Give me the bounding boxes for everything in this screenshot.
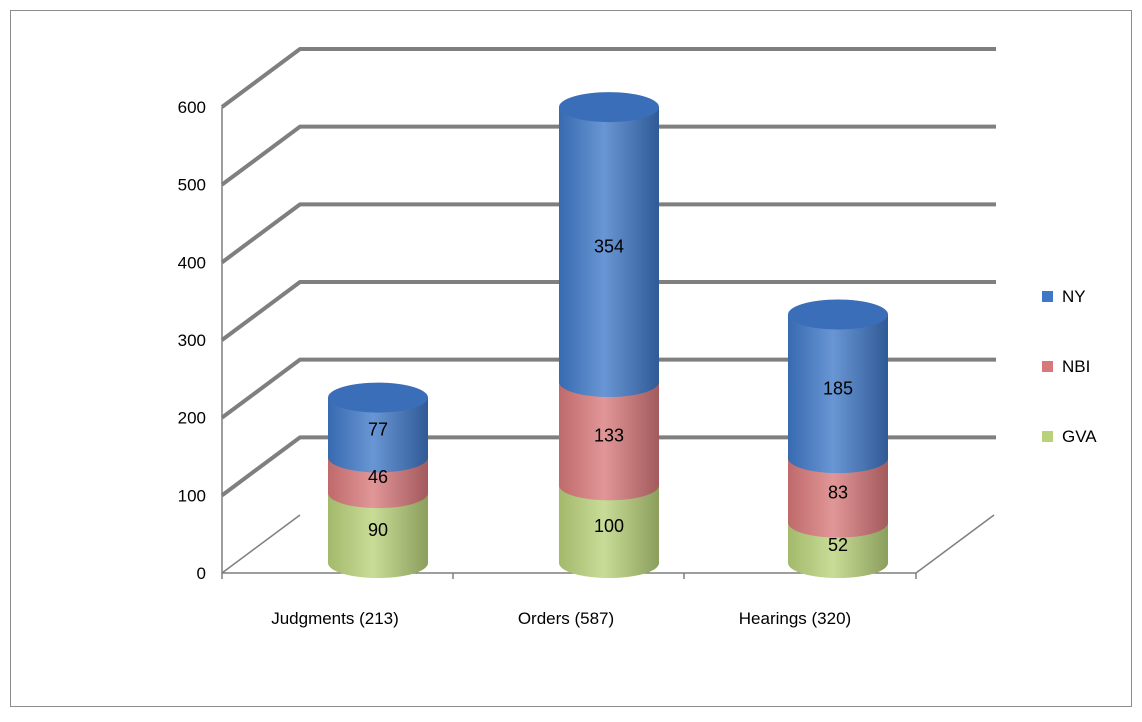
gridline-300 bbox=[220, 280, 996, 342]
gridline-600 bbox=[220, 47, 996, 109]
legend-swatch bbox=[1042, 361, 1053, 372]
y-tick-label: 400 bbox=[178, 253, 206, 272]
legend-item-ny: NY bbox=[1042, 287, 1086, 306]
bar-segment-gva bbox=[559, 485, 659, 578]
y-tick-label: 0 bbox=[197, 564, 206, 583]
bar-segment-nbi bbox=[788, 458, 888, 538]
data-label: 100 bbox=[594, 516, 624, 536]
bar-segment-gva bbox=[788, 522, 888, 578]
data-label: 354 bbox=[594, 237, 624, 257]
gridline-100 bbox=[220, 435, 996, 497]
data-label: 90 bbox=[368, 520, 388, 540]
legend-label: NBI bbox=[1062, 357, 1090, 376]
data-label: 185 bbox=[823, 378, 853, 398]
bar-segment-gva bbox=[328, 493, 428, 578]
legend-swatch bbox=[1042, 291, 1053, 302]
gridline-500 bbox=[220, 124, 996, 187]
x-category-label: Hearings (320) bbox=[739, 609, 851, 628]
cylinder-top-cap bbox=[328, 382, 428, 413]
cylinder-2 bbox=[788, 299, 888, 578]
cylinder-top-cap bbox=[559, 92, 659, 123]
data-label: 52 bbox=[828, 535, 848, 555]
data-label: 77 bbox=[368, 419, 388, 439]
gridline-400 bbox=[220, 202, 996, 264]
y-tick-label: 600 bbox=[178, 98, 206, 117]
legend-swatch bbox=[1042, 431, 1053, 442]
gridline-200 bbox=[220, 357, 996, 420]
legend-label: GVA bbox=[1062, 427, 1097, 446]
bar-segment-ny bbox=[788, 314, 888, 474]
x-category-label: Judgments (213) bbox=[271, 609, 399, 628]
data-label: 46 bbox=[368, 467, 388, 487]
y-tick-label: 300 bbox=[178, 331, 206, 350]
cylinder-top-cap bbox=[788, 299, 888, 330]
data-label: 83 bbox=[828, 482, 848, 502]
bar-segment-ny bbox=[328, 397, 428, 473]
gridline-0 bbox=[221, 514, 301, 574]
bar-segment-nbi bbox=[558, 382, 659, 501]
y-tick-label: 100 bbox=[178, 486, 206, 505]
bar-segment-ny bbox=[558, 107, 659, 398]
legend-item-gva: GVA bbox=[1042, 427, 1097, 446]
legend-item-nbi: NBI bbox=[1042, 357, 1090, 376]
legend-label: NY bbox=[1062, 287, 1086, 306]
cylinder-1 bbox=[558, 92, 659, 578]
cylinder-0 bbox=[328, 382, 428, 578]
y-tick-label: 500 bbox=[178, 176, 206, 195]
y-tick-label: 200 bbox=[178, 409, 206, 428]
x-category-label: Orders (587) bbox=[518, 609, 614, 628]
data-label: 133 bbox=[594, 426, 624, 446]
